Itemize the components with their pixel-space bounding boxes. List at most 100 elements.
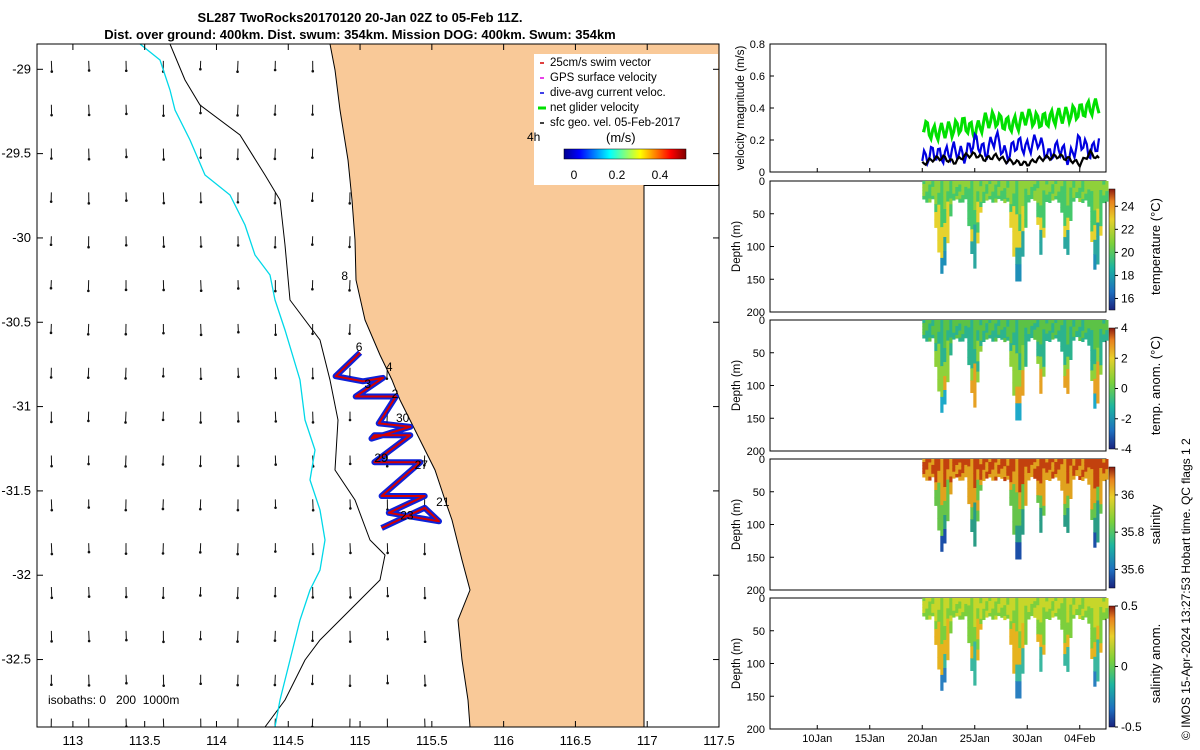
section-cell	[1078, 604, 1082, 609]
section-cell	[1069, 459, 1073, 467]
section-cell	[964, 192, 968, 197]
section-cell	[991, 459, 995, 463]
section-cell	[985, 474, 989, 479]
section-cell	[1030, 609, 1034, 614]
current-arrow-head	[236, 596, 239, 600]
section-cell	[1000, 459, 1004, 463]
current-arrow-head	[385, 377, 389, 380]
section-cell	[1087, 598, 1091, 603]
section-cell	[1018, 181, 1022, 199]
legend-entry-gps: GPS surface velocity	[550, 72, 657, 84]
section-cell	[1084, 462, 1088, 466]
section-cell	[1027, 327, 1031, 331]
current-arrow-head	[311, 332, 314, 336]
section-cell	[997, 467, 1001, 472]
section-cell	[1024, 613, 1028, 622]
section-cell	[1024, 335, 1028, 344]
section-cell	[1090, 638, 1094, 649]
section-cell	[1105, 184, 1109, 189]
land-area	[329, 44, 719, 727]
section-cell	[1036, 202, 1040, 211]
section-cell	[1099, 459, 1103, 469]
current-arrow-head	[199, 637, 202, 641]
section-cell	[985, 323, 989, 327]
section-cell	[1003, 191, 1007, 196]
section-cell	[982, 191, 986, 196]
section-cell	[1006, 187, 1010, 192]
section-cell	[1048, 323, 1052, 328]
section-cell	[976, 639, 980, 651]
section-cell	[1105, 472, 1109, 477]
section-cell	[1090, 221, 1094, 232]
map-ytick-label: -30.5	[1, 314, 31, 329]
section-cell	[1102, 181, 1106, 186]
section-cell	[949, 627, 953, 634]
section-cell	[1099, 226, 1103, 236]
section-cell	[949, 621, 953, 628]
section-cell	[1030, 325, 1034, 330]
current-arrow-head	[125, 155, 128, 159]
section-cell	[1090, 201, 1094, 212]
depth-tick-label: 0	[759, 315, 765, 327]
section-cell	[1072, 187, 1076, 192]
section-cell	[1090, 479, 1094, 490]
section-cell	[961, 191, 965, 196]
section-cell	[985, 193, 989, 198]
section-cell	[1030, 320, 1034, 324]
section-cell	[1036, 466, 1040, 474]
section-cell	[988, 607, 992, 611]
section-cell	[973, 253, 977, 269]
section-cell	[961, 605, 965, 609]
section-cell	[1084, 468, 1088, 473]
current-arrow-head	[274, 550, 277, 553]
section-cell	[997, 603, 1001, 608]
section-cell	[997, 606, 1001, 611]
section-cell	[973, 224, 977, 240]
current-arrow-head	[87, 69, 91, 72]
section-cell	[1078, 601, 1082, 606]
section-cell	[1093, 612, 1097, 628]
section-cell	[985, 465, 989, 470]
section-cell	[994, 334, 998, 338]
section-cell	[1078, 333, 1082, 338]
section-cell	[997, 334, 1001, 339]
section-cell	[1048, 615, 1052, 620]
section-cell	[979, 485, 983, 491]
section-cell	[928, 466, 932, 470]
section-cell	[1036, 480, 1040, 489]
section-cell	[1039, 471, 1043, 484]
current-arrow-head	[236, 640, 239, 643]
section-cell	[1045, 194, 1049, 199]
section-cell	[1057, 198, 1061, 203]
section-cell	[1048, 476, 1052, 481]
section-cell	[949, 181, 953, 188]
section-cell	[1078, 598, 1082, 602]
section-cell	[1024, 350, 1028, 360]
section-cell	[1075, 609, 1079, 613]
section-cell	[1051, 607, 1055, 612]
section-cell	[1036, 488, 1040, 496]
section-cell	[1093, 488, 1097, 504]
section-cell	[934, 629, 938, 638]
current-arrow-head	[423, 640, 427, 644]
section-cell	[1081, 608, 1085, 613]
colorbar-label: temperature (°C)	[1148, 198, 1163, 295]
section-cell	[1060, 598, 1064, 604]
section-cell	[1066, 332, 1070, 345]
section-cell	[1006, 333, 1010, 338]
section-cell	[982, 198, 986, 203]
section-cell	[1003, 616, 1007, 621]
section-cell	[946, 340, 950, 352]
section-cell	[1075, 186, 1079, 190]
section-cell	[937, 367, 941, 380]
section-cell	[1054, 335, 1058, 339]
current-arrow-head	[273, 201, 277, 205]
section-cell	[1099, 634, 1103, 644]
velocity-series	[921, 96, 1101, 146]
section-cell	[970, 598, 974, 611]
section-cell	[1027, 608, 1031, 613]
section-cell	[982, 459, 986, 464]
section-cell	[982, 188, 986, 193]
section-cell	[1033, 604, 1037, 609]
colorbar-tick-label: -4	[1121, 442, 1132, 456]
